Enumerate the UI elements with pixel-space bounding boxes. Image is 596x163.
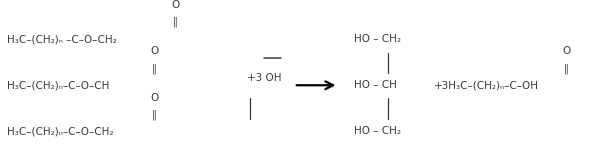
- Text: HO – CH₂: HO – CH₂: [355, 126, 402, 136]
- Text: ‖: ‖: [151, 63, 157, 74]
- Text: H₃C–(CH₂)ₙ–C–O–CH₂: H₃C–(CH₂)ₙ–C–O–CH₂: [7, 126, 113, 136]
- Text: O: O: [150, 46, 158, 56]
- Text: ‖: ‖: [564, 63, 569, 74]
- Text: O: O: [172, 0, 179, 10]
- Text: O: O: [150, 93, 158, 103]
- Text: ‖: ‖: [173, 17, 178, 27]
- Text: H₃C–(CH₂)ₙ–C–O–CH: H₃C–(CH₂)ₙ–C–O–CH: [7, 80, 109, 90]
- Text: +3H₃C–(CH₂)ₙ–C–OH: +3H₃C–(CH₂)ₙ–C–OH: [433, 80, 539, 90]
- Text: ‖: ‖: [151, 109, 157, 120]
- Text: +3 OH: +3 OH: [247, 73, 282, 82]
- Text: HO – CH₂: HO – CH₂: [355, 34, 402, 44]
- Text: HO – CH: HO – CH: [355, 80, 398, 90]
- Text: H₃C–(CH₂)ₙ –C–O–CH₂: H₃C–(CH₂)ₙ –C–O–CH₂: [7, 34, 116, 44]
- Text: O: O: [562, 46, 570, 56]
